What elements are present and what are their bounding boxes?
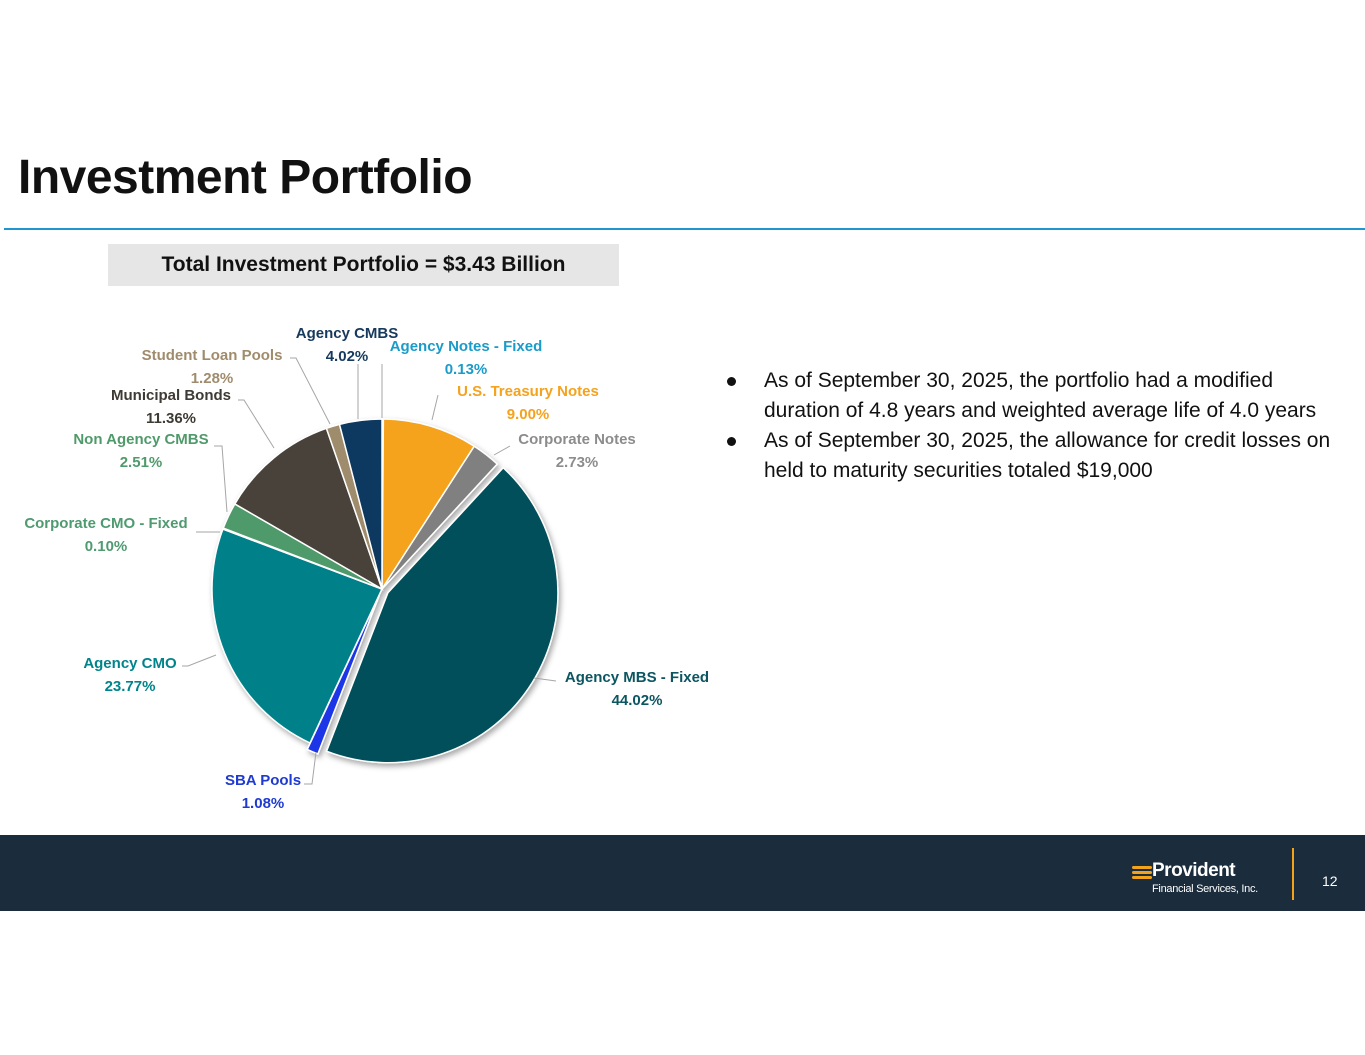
page-number: 12 <box>1322 873 1338 889</box>
footer-bar: Provident Financial Services, Inc. 12 <box>0 835 1365 911</box>
slice-value-sba-pools: 1.08% <box>242 795 285 812</box>
pie-slice-agency-cmo <box>211 528 384 744</box>
logo-name: Provident <box>1152 860 1236 881</box>
slice-label-agency-mbs-fixed: Agency MBS - Fixed <box>565 669 709 686</box>
slice-value-non-agency-cmbs: 2.51% <box>120 454 163 471</box>
slice-label-student-loan-pools: Student Loan Pools <box>142 347 283 364</box>
slice-value-agency-mbs-fixed: 44.02% <box>612 692 663 709</box>
bullet-allowance: As of September 30, 2025, the allowance … <box>724 426 1344 486</box>
slice-label-corporate-notes: Corporate Notes <box>518 431 636 448</box>
bullet-text: As of September 30, 2025, the allowance … <box>764 429 1331 482</box>
slice-value-agency-notes-fixed: 0.13% <box>445 361 488 378</box>
slice-label-agency-cmo: Agency CMO <box>83 655 177 672</box>
leader-line-agency-cmo <box>182 654 217 667</box>
bullet-dot <box>727 437 736 446</box>
slice-value-corporate-notes: 2.73% <box>556 454 599 471</box>
slice-value-municipal-bonds: 11.36% <box>146 410 196 427</box>
portfolio-pie-chart: Agency Notes - Fixed 0.13% U.S. Treasury N… <box>24 325 709 812</box>
pie-slice-municipal-bonds <box>233 427 384 591</box>
slice-label-corporate-cmo-fixed: Corporate CMO - Fixed <box>24 515 187 532</box>
logo-subtitle: Financial Services, Inc. <box>1152 883 1258 895</box>
pie-slice-u-s-treasury-notes <box>381 418 476 592</box>
slice-label-sba-pools: SBA Pools <box>225 772 301 789</box>
bullet-text: As of September 30, 2025, the portfolio … <box>764 369 1317 422</box>
slice-label-agency-cmbs: Agency CMBS <box>296 325 399 342</box>
bullet-dot <box>727 377 736 386</box>
pie-slice-agency-cmbs <box>338 418 383 590</box>
leader-line-municipal-bonds <box>238 399 275 449</box>
footer-divider <box>1292 848 1294 900</box>
leader-line-non-agency-cmbs <box>214 445 228 513</box>
leader-line-corporate-notes <box>493 445 511 456</box>
pie-slice-agency-mbs-fixed <box>325 466 559 764</box>
slice-label-non-agency-cmbs: Non Agency CMBS <box>73 431 208 448</box>
bullet-duration: As of September 30, 2025, the portfolio … <box>724 366 1344 426</box>
title-divider <box>4 228 1365 230</box>
key-points-list: As of September 30, 2025, the portfolio … <box>724 366 1344 486</box>
leader-line-sba-pools <box>304 751 317 785</box>
pie-labels: Agency Notes - Fixed 0.13% U.S. Treasury N… <box>24 325 709 812</box>
pie-slice-corporate-notes <box>381 445 499 590</box>
provident-logo-icon <box>1132 866 1152 882</box>
pie-slices <box>211 418 559 764</box>
pie-leader-lines <box>182 357 557 785</box>
slice-value-agency-cmbs: 4.02% <box>326 348 369 365</box>
total-portfolio-box: Total Investment Portfolio = $3.43 Billi… <box>108 244 619 286</box>
slice-value-agency-cmo: 23.77% <box>105 678 156 695</box>
slice-value-u-s-treasury-notes: 9.00% <box>507 406 550 423</box>
leader-line-agency-mbs-fixed <box>533 677 557 682</box>
slice-value-corporate-cmo-fixed: 0.10% <box>85 538 128 555</box>
slice-value-student-loan-pools: 1.28% <box>191 370 234 387</box>
slice-label-agency-notes-fixed: Agency Notes - Fixed <box>390 338 543 355</box>
page-title: Investment Portfolio <box>18 151 473 204</box>
slice-label-municipal-bonds: Municipal Bonds <box>111 387 231 404</box>
leader-line-u-s-treasury-notes <box>431 394 439 421</box>
leader-line-student-loan-pools <box>290 357 331 425</box>
slice-label-u-s-treasury-notes: U.S. Treasury Notes <box>457 383 599 400</box>
provident-logo: Provident Financial Services, Inc. <box>1132 860 1282 899</box>
